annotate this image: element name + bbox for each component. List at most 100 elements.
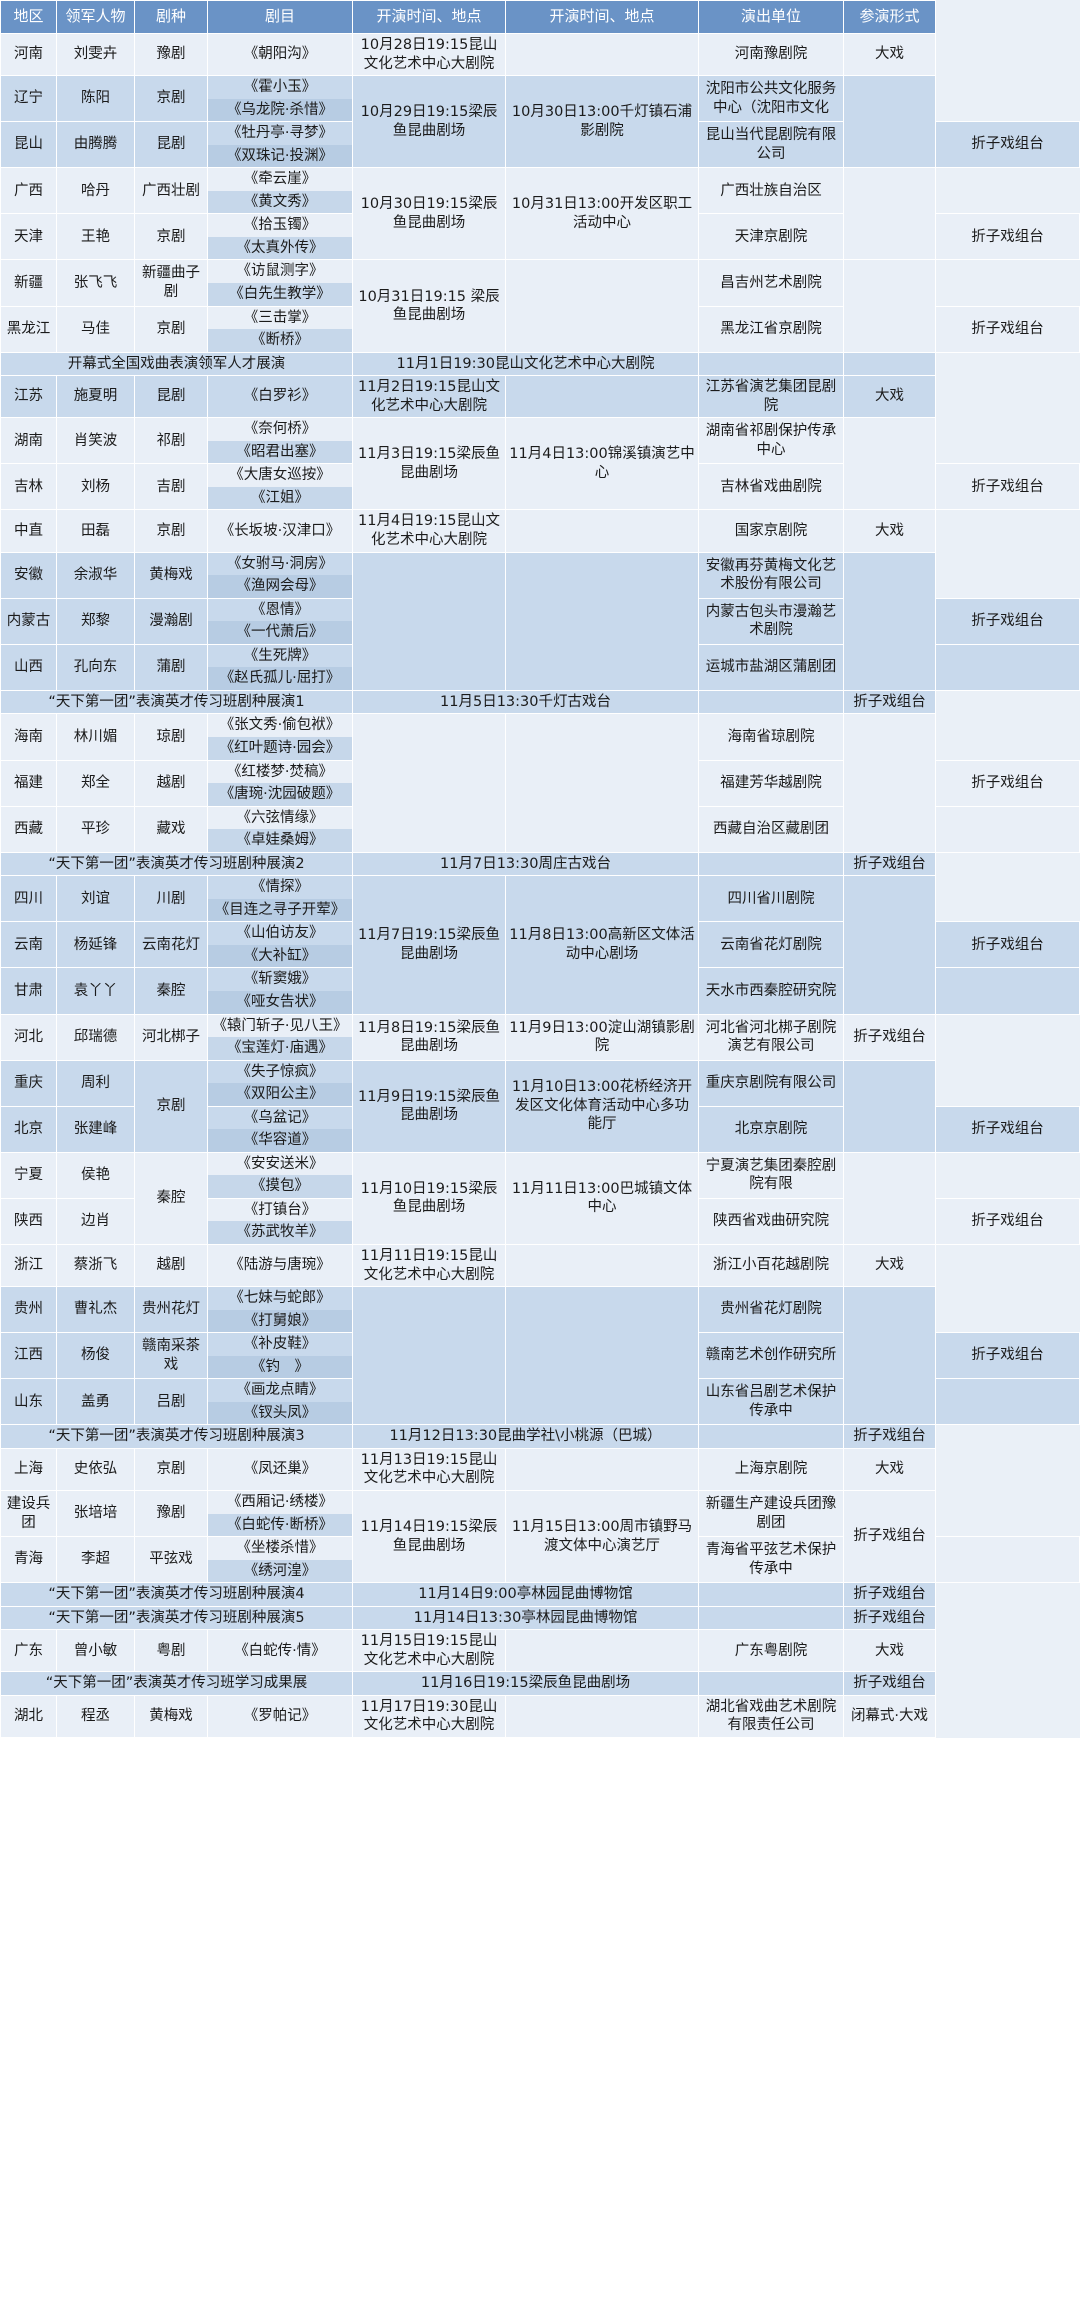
- play-title: 《白先生教学》: [208, 283, 352, 306]
- column-header-time2: 开演时间、地点: [505, 0, 699, 34]
- region-cell: 青海: [0, 1536, 57, 1584]
- region-cell: 中直: [0, 509, 57, 553]
- play-title: 《访鼠测字》: [236, 263, 324, 280]
- participation-form: 折子戏组台: [843, 689, 936, 715]
- genre-cell: 昆剧: [134, 375, 208, 419]
- leader-cell: 哈丹: [56, 167, 135, 215]
- performing-unit: 山东省吕剧艺术保护传承中: [698, 1378, 844, 1426]
- participation-form: 折子戏组台: [843, 1424, 936, 1449]
- play-title: 《打镇台》: [243, 1201, 317, 1218]
- genre-cell: 藏戏: [134, 805, 208, 853]
- banner-time-venue: 11月14日9:00亭林园昆曲博物馆: [352, 1582, 699, 1607]
- leader-cell: 边肖: [56, 1197, 135, 1245]
- play-title: 《张文秀·偷包袱》: [219, 717, 341, 734]
- column-header-time1: 开演时间、地点: [352, 0, 506, 34]
- column-header-unit: 演出单位: [698, 0, 844, 34]
- start-time-venue-1: [352, 551, 506, 691]
- table-row: 贵州 曹礼杰 贵州花灯 《七妹与蛇郎》 《打舅娘》 贵州省花灯剧院: [0, 1286, 1080, 1426]
- leader-cell: 李超: [56, 1536, 135, 1584]
- play-cell: 《罗帕记》: [207, 1694, 353, 1739]
- play-cell: 《白罗衫》: [207, 375, 353, 419]
- leader-cell: 余淑华: [56, 551, 135, 599]
- participation-form: 折子戏组台: [935, 305, 1080, 353]
- play-title: 《坐楼杀惜》: [236, 1540, 324, 1557]
- start-time-venue-1: 10月29日19:15梁辰鱼昆曲剧场: [352, 75, 506, 169]
- table-row: 昆山 由腾腾 昆剧 《牡丹亭·寻梦》 《双珠记·投渊》 昆山当代昆剧院有限公司 折子戏组台: [0, 121, 1080, 169]
- leader-cell: 杨俊: [56, 1332, 135, 1380]
- play-title: 《画龙点睛》: [236, 1382, 324, 1399]
- performing-unit: 西藏自治区藏剧团: [698, 805, 844, 853]
- play-title: 《辕门斩子·见八王》: [212, 1017, 348, 1034]
- participation-form: [843, 1151, 936, 1245]
- start-time-venue-2: [505, 551, 699, 691]
- banner-time-venue: 11月5日13:30千灯古戏台: [352, 689, 699, 715]
- play-cell: 《霍小玉》 《乌龙院·杀惜》: [207, 75, 353, 123]
- play-title: 《双珠记·投渊》: [208, 144, 352, 167]
- play-cell: 《女驸马·洞房》 《渔网会母》: [207, 551, 353, 599]
- region-cell: 山东: [0, 1378, 57, 1426]
- participation-form: 大戏: [843, 1243, 936, 1288]
- participation-form: 折子戏组台: [935, 213, 1080, 261]
- play-title: 《目连之寻子开荤》: [208, 898, 352, 921]
- participation-form: 闭幕式·大戏: [843, 1694, 936, 1739]
- performing-unit: [698, 689, 844, 715]
- genre-cell: 越剧: [134, 759, 208, 807]
- table-row: 湖北 程丞 黄梅戏 《罗帕记》 11月17日19:30昆山文化艺术中心大剧院 湖北省戏曲艺…: [0, 1694, 1080, 1739]
- play-title: 《长坂坡·汉津口》: [219, 522, 341, 539]
- region-cell: 西藏: [0, 805, 57, 853]
- banner-title: “天下第一团”表演英才传习班学习成果展: [0, 1671, 353, 1696]
- play-title: 《渔网会母》: [208, 575, 352, 598]
- play-title: 《双阳公主》: [208, 1083, 352, 1106]
- start-time-venue-1: 11月8日19:15梁辰鱼昆曲剧场: [352, 1013, 506, 1061]
- leader-cell: 施夏明: [56, 375, 135, 419]
- genre-cell: 昆剧: [134, 121, 208, 169]
- table-header-row: 地区 领军人物 剧种 剧目 开演时间、地点 开演时间、地点 演出单位 参演形式: [0, 0, 1080, 34]
- play-cell: 《画龙点睛》 《钗头凤》: [207, 1378, 353, 1426]
- participation-form: 大戏: [843, 509, 936, 553]
- start-time-venue-2: 10月31日13:00开发区职工活动中心: [505, 167, 699, 261]
- participation-form: 折子戏组台: [935, 1332, 1080, 1380]
- play-title: 《拾玉镯》: [243, 217, 317, 234]
- region-cell: 湖南: [0, 417, 57, 465]
- play-title: 《大补缸》: [208, 944, 352, 967]
- genre-cell: 川剧: [134, 875, 208, 923]
- participation-form: 折子戏组台: [843, 1671, 936, 1696]
- play-title: 《太真外传》: [208, 236, 352, 259]
- leader-cell: 肖笑波: [56, 417, 135, 465]
- table-row: 重庆 周利 京剧 《失子惊疯》 《双阳公主》 11月9日19:15梁辰鱼昆曲剧场 11月10…: [0, 1059, 1080, 1153]
- participation-form: 折子戏组台: [935, 121, 1080, 169]
- genre-cell: 京剧: [134, 1059, 208, 1153]
- leader-cell: 曾小敏: [56, 1629, 135, 1673]
- table-row: 海南 林川媚 琼剧 《张文秀·偷包袱》 《红叶题诗·园会》 海南省琼剧院: [0, 713, 1080, 853]
- start-time-venue-2: [505, 375, 699, 419]
- start-time-venue-1: 11月4日19:15昆山文化艺术中心大剧院: [352, 509, 506, 553]
- genre-cell: 京剧: [134, 1447, 208, 1492]
- banner-time-venue: 11月16日19:15梁辰鱼昆曲剧场: [352, 1671, 699, 1696]
- genre-cell: 黄梅戏: [134, 1694, 208, 1739]
- play-title: 《摸包》: [208, 1175, 352, 1198]
- participation-form: 大戏: [843, 32, 936, 77]
- participation-form: [935, 1536, 1080, 1584]
- region-cell: 昆山: [0, 121, 57, 169]
- play-title: 《赵氏孤儿·屈打》: [208, 667, 352, 690]
- table-banner-row: “天下第一团”表演英才传习班剧种展演2 11月7日13:30周庄古戏台 折子戏组台: [0, 851, 1080, 877]
- start-time-venue-1: 10月31日19:15 梁辰鱼昆曲剧场: [352, 259, 506, 353]
- leader-cell: 刘雯卉: [56, 32, 135, 77]
- leader-cell: 曹礼杰: [56, 1286, 135, 1334]
- leader-cell: 张飞飞: [56, 259, 135, 307]
- play-title: 《哑女告状》: [208, 990, 352, 1014]
- performing-unit: 安徽再芬黄梅文化艺术股份有限公司: [698, 551, 844, 599]
- play-title: 《奈何桥》: [243, 421, 317, 438]
- play-cell: 《失子惊疯》 《双阳公主》: [207, 1059, 353, 1107]
- play-title: 《山伯访友》: [236, 925, 324, 942]
- play-title: 《江姐》: [208, 486, 352, 509]
- participation-form: [843, 417, 936, 511]
- leader-cell: 程丞: [56, 1694, 135, 1739]
- play-cell: 《生死牌》 《赵氏孤儿·屈打》: [207, 643, 353, 691]
- play-title: 《乌龙院·杀惜》: [208, 98, 352, 121]
- participation-form: 折子戏组台: [935, 1197, 1080, 1245]
- leader-cell: 周利: [56, 1059, 135, 1107]
- region-cell: 山西: [0, 643, 57, 691]
- leader-cell: 张培培: [56, 1489, 135, 1538]
- start-time-venue-2: [505, 32, 699, 77]
